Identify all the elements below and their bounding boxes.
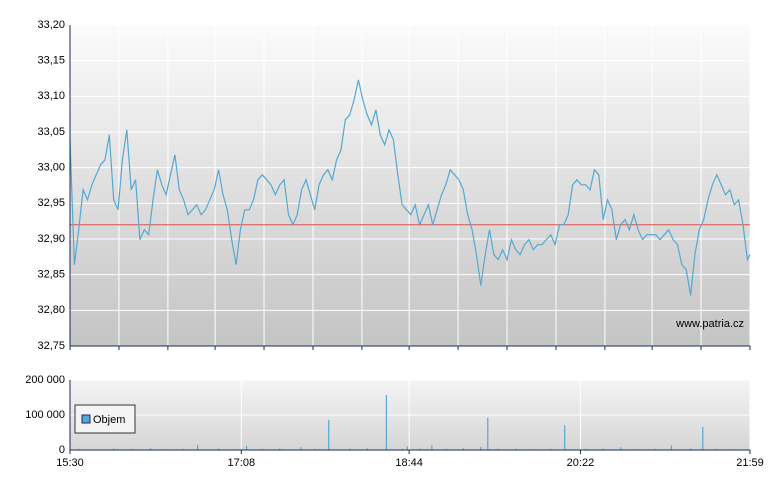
y-tick-label: 100 000 (25, 409, 65, 421)
volume-bar (564, 425, 566, 450)
volume-bar (385, 395, 388, 450)
volume-bar (406, 446, 408, 450)
y-tick-label: 0 (59, 444, 65, 456)
volume-bar (328, 419, 330, 450)
volume-bar (183, 448, 185, 450)
volume-bar (149, 448, 152, 450)
y-tick-label: 200 000 (25, 374, 65, 386)
volume-bar (602, 448, 604, 450)
volume-bar (550, 448, 552, 450)
volume-bar (670, 445, 672, 450)
y-tick-label: 33,10 (37, 90, 65, 102)
volume-bar (620, 447, 622, 450)
volume-bar (480, 446, 482, 450)
volume-bar (300, 447, 302, 450)
volume-bar (462, 448, 464, 450)
y-tick-label: 33,15 (37, 55, 65, 67)
y-tick-label: 33,20 (37, 19, 65, 31)
x-tick-label: 17:08 (228, 457, 256, 469)
y-tick-label: 32,80 (37, 304, 65, 316)
x-tick-label: 15:30 (56, 457, 84, 469)
y-tick-label: 33,00 (37, 162, 65, 174)
volume-bar (197, 444, 199, 450)
volume-bar (716, 448, 718, 450)
volume-bar (366, 448, 368, 450)
volume-bar (130, 448, 132, 450)
volume-bar (401, 448, 403, 450)
y-tick-label: 32,90 (37, 233, 65, 245)
volume-bar (689, 448, 692, 450)
price-line (69, 79, 751, 296)
volume-bar (419, 448, 421, 450)
volume-bar (702, 426, 704, 450)
volume-bar (78, 448, 80, 450)
x-tick-label: 18:44 (395, 457, 423, 469)
legend-swatch (81, 414, 91, 424)
volume-bar (245, 445, 248, 450)
watermark: www.patria.cz (675, 318, 744, 330)
volume-bar (585, 448, 587, 450)
volume-bar (349, 448, 351, 450)
y-tick-label: 32,75 (37, 340, 65, 352)
x-tick-label: 21:59 (736, 457, 764, 469)
volume-bar (113, 448, 115, 450)
y-tick-label: 32,95 (37, 197, 65, 209)
x-tick-label: 20:22 (567, 457, 595, 469)
volume-bar (314, 448, 316, 450)
volume-bar (261, 448, 263, 450)
volume-bar (487, 417, 489, 450)
volume-bar (497, 448, 499, 450)
volume-bar (431, 445, 433, 450)
y-tick-label: 32,85 (37, 269, 65, 281)
volume-bar (655, 448, 657, 450)
legend-label: Objem (93, 414, 125, 426)
volume-bar (279, 448, 281, 450)
volume-bar (217, 448, 220, 450)
volume-bar (515, 448, 517, 450)
y-tick-label: 33,05 (37, 126, 65, 138)
volume-bar (445, 448, 447, 450)
price-plot-bg (70, 25, 750, 346)
